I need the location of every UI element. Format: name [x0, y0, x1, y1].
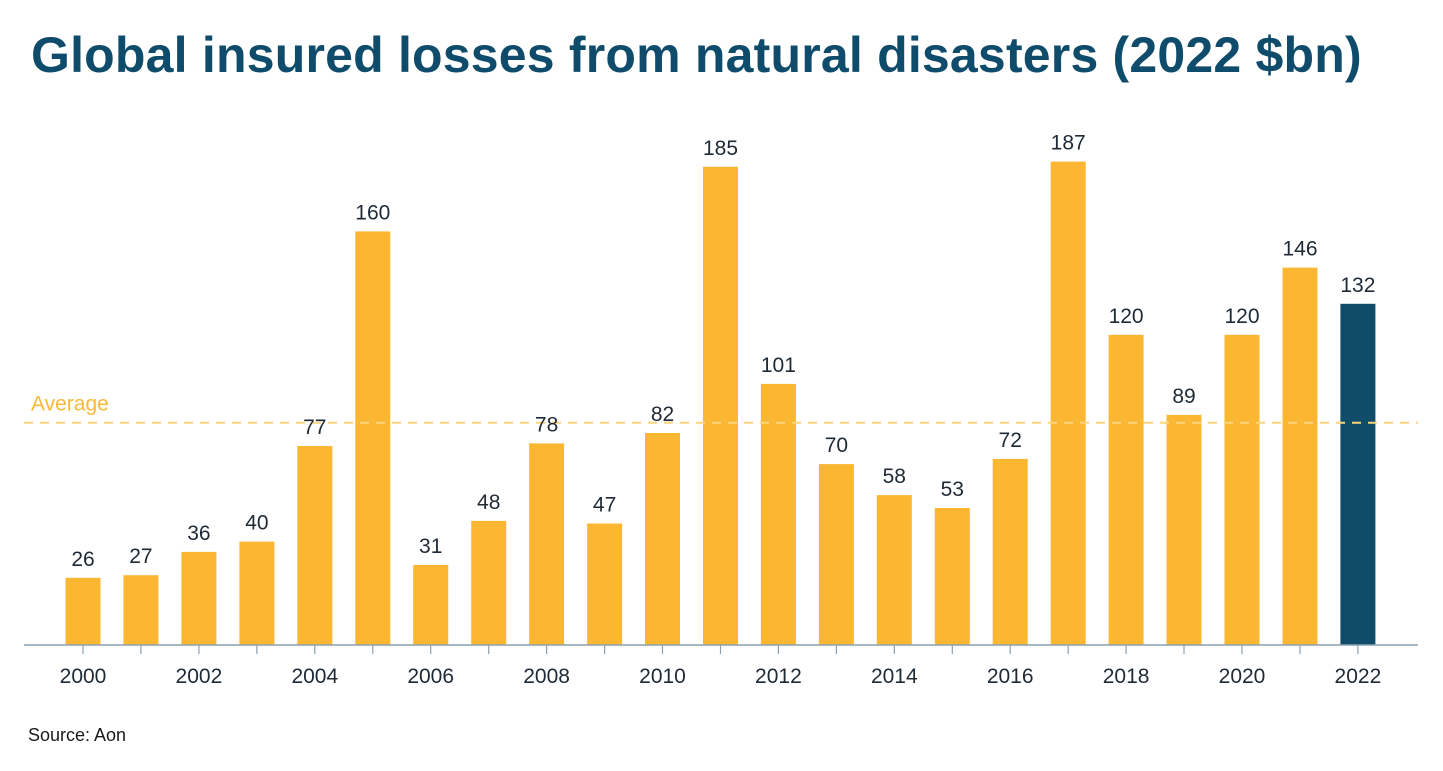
x-tick-label-2004: 2004 [291, 665, 338, 688]
value-label-2017: 187 [1051, 132, 1086, 155]
x-tick-label-2020: 2020 [1219, 665, 1266, 688]
bar-2009 [587, 523, 623, 645]
bar-2017 [1050, 161, 1086, 645]
value-label-2008: 78 [535, 413, 558, 436]
x-tick-label-2022: 2022 [1335, 665, 1382, 688]
bar-2004 [297, 446, 333, 645]
bar-2002 [181, 551, 217, 645]
value-label-2021: 146 [1282, 238, 1317, 261]
value-label-2004: 77 [303, 416, 326, 439]
x-axis-ticks: 2000 2002 2004 2006 2008 2010 2012 2014 2016 2018… [60, 645, 1382, 688]
bar-2000 [65, 577, 101, 645]
bar-2008 [529, 443, 565, 645]
bar-2021 [1282, 267, 1318, 645]
value-label-2022: 132 [1340, 274, 1375, 297]
value-label-2013: 70 [825, 434, 848, 457]
bar-2015 [934, 508, 970, 645]
x-tick-label-2002: 2002 [176, 665, 223, 688]
bar-2007 [471, 520, 507, 645]
value-label-2015: 53 [941, 478, 964, 501]
value-label-2018: 120 [1109, 305, 1144, 328]
x-tick-label-2008: 2008 [523, 665, 570, 688]
x-tick-label-2012: 2012 [755, 665, 802, 688]
value-label-2000: 26 [71, 548, 94, 571]
value-label-2006: 31 [419, 535, 442, 558]
value-label-2003: 40 [245, 512, 268, 535]
bar-2020 [1224, 334, 1260, 645]
bar-2012 [760, 383, 796, 645]
x-tick-label-2000: 2000 [60, 665, 107, 688]
bar-2005 [355, 231, 391, 645]
value-label-2012: 101 [761, 354, 796, 377]
bar-2001 [123, 575, 159, 645]
bar-2018 [1108, 334, 1144, 645]
value-label-2002: 36 [187, 522, 210, 545]
x-tick-label-2018: 2018 [1103, 665, 1150, 688]
bar-2013 [818, 464, 854, 645]
bar-2022 [1340, 303, 1376, 645]
x-tick-label-2010: 2010 [639, 665, 686, 688]
x-tick-label-2014: 2014 [871, 665, 918, 688]
value-labels-group: 26 27 36 40 77 160 31 48 78 47 82 185 101 70 58 53 72 187… [71, 132, 1375, 571]
value-label-2014: 58 [883, 465, 906, 488]
value-label-2010: 82 [651, 403, 674, 426]
bar-2014 [876, 495, 912, 645]
x-tick-label-2016: 2016 [987, 665, 1034, 688]
average-label: Average [31, 393, 109, 416]
bars-group [65, 161, 1376, 646]
bar-2010 [645, 433, 680, 645]
value-label-2019: 89 [1172, 385, 1195, 408]
value-label-2020: 120 [1224, 305, 1259, 328]
bar-2003 [239, 541, 275, 645]
bar-2006 [413, 564, 449, 645]
bar-2019 [1166, 414, 1202, 645]
x-tick-label-2006: 2006 [407, 665, 454, 688]
value-label-2016: 72 [999, 429, 1022, 452]
value-label-2007: 48 [477, 491, 500, 514]
value-label-2001: 27 [129, 545, 152, 568]
bar-2016 [992, 458, 1028, 645]
source-note: Source: Aon [28, 725, 127, 745]
value-label-2005: 160 [355, 201, 390, 224]
chart-title: Global insured losses from natural disas… [31, 27, 1362, 83]
average-line-group: Average [24, 393, 1418, 424]
bar-2011 [703, 166, 738, 646]
value-label-2009: 47 [593, 494, 616, 517]
value-label-2011: 185 [703, 137, 738, 160]
